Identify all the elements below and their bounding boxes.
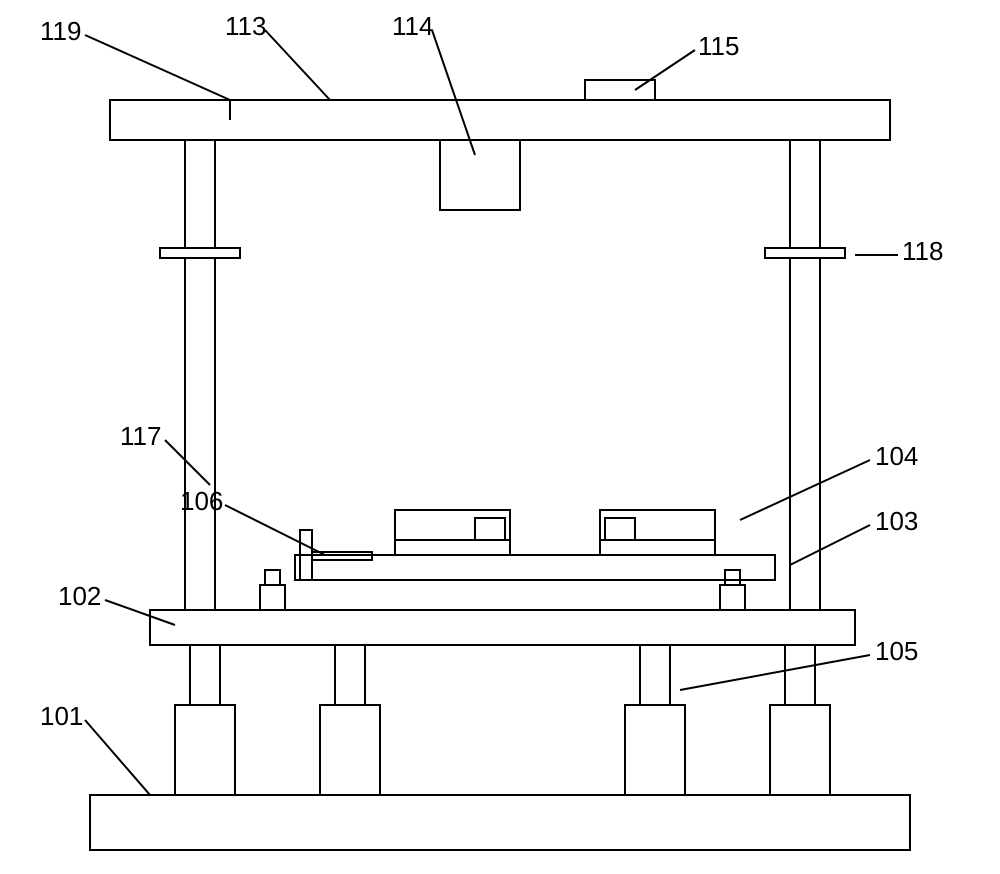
label-106: 106 bbox=[180, 486, 223, 516]
part-col_left_top bbox=[185, 140, 215, 248]
part-plate_103 bbox=[295, 555, 775, 580]
label-117-leader bbox=[165, 440, 210, 485]
label-105-leader bbox=[680, 655, 870, 690]
part-leg2_top bbox=[335, 645, 365, 705]
label-118: 118 bbox=[902, 236, 943, 266]
label-103: 103 bbox=[875, 506, 918, 536]
label-119-leader bbox=[85, 35, 230, 120]
part-platform_102 bbox=[150, 610, 855, 645]
label-101: 101 bbox=[40, 701, 83, 731]
part-leg4_top bbox=[785, 645, 815, 705]
part-sup4 bbox=[725, 570, 740, 585]
label-102: 102 bbox=[58, 581, 101, 611]
label-101-leader bbox=[85, 720, 150, 795]
part-leg3_top bbox=[640, 645, 670, 705]
part-disc_left bbox=[160, 248, 240, 258]
part-leg1_bot bbox=[175, 705, 235, 795]
label-115-leader bbox=[635, 50, 695, 90]
part-col_right_top bbox=[790, 140, 820, 248]
part-sup3 bbox=[265, 570, 280, 585]
label-102-leader bbox=[105, 600, 175, 625]
part-col_left_bot bbox=[185, 258, 215, 610]
part-sup1 bbox=[260, 585, 285, 610]
label-119: 119 bbox=[40, 16, 81, 46]
part-leg1_top bbox=[190, 645, 220, 705]
part-sup2 bbox=[720, 585, 745, 610]
part-base bbox=[90, 795, 910, 850]
part-tab_L_inner bbox=[475, 518, 505, 540]
label-113: 113 bbox=[225, 11, 266, 41]
part-bar_L bbox=[395, 540, 510, 555]
part-bar_R bbox=[600, 540, 715, 555]
part-block_114 bbox=[440, 140, 520, 210]
part-tab_L bbox=[395, 510, 510, 540]
label-114: 114 bbox=[392, 11, 433, 41]
label-117: 117 bbox=[120, 421, 161, 451]
label-105: 105 bbox=[875, 636, 918, 666]
label-103-leader bbox=[790, 525, 870, 565]
part-top_bar bbox=[110, 100, 890, 140]
part-leg3_bot bbox=[625, 705, 685, 795]
label-104: 104 bbox=[875, 441, 918, 471]
part-leg4_bot bbox=[770, 705, 830, 795]
part-tab_R_inner bbox=[605, 518, 635, 540]
label-114-leader bbox=[432, 30, 475, 155]
part-tab_R bbox=[600, 510, 715, 540]
label-113-leader bbox=[265, 30, 330, 100]
label-104-leader bbox=[740, 460, 870, 520]
part-leg2_bot bbox=[320, 705, 380, 795]
part-disc_right bbox=[765, 248, 845, 258]
label-115: 115 bbox=[698, 31, 739, 61]
